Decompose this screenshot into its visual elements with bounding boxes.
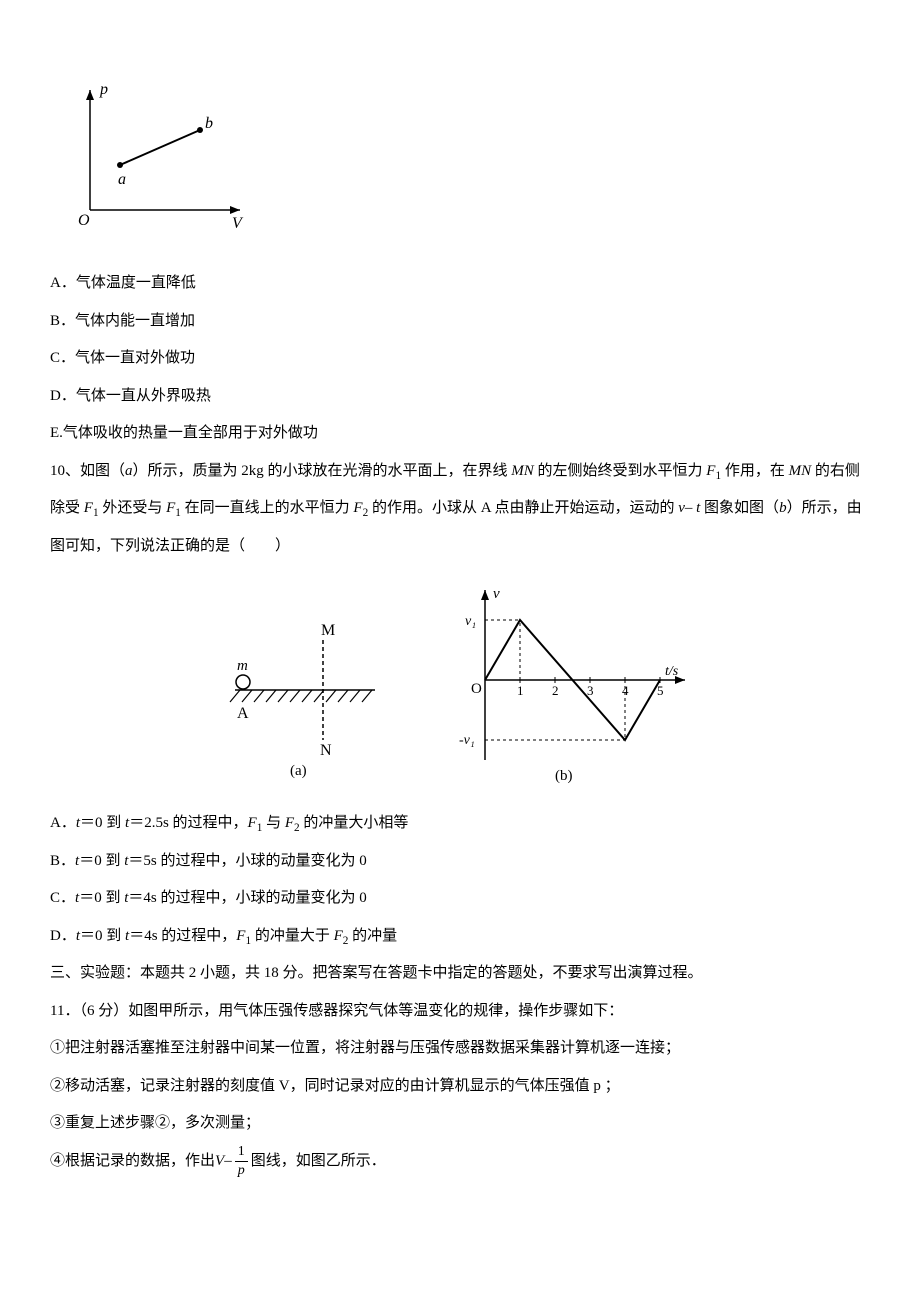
pv-chart-svg: O p V a b [50, 80, 250, 240]
q10-mn2: MN [789, 463, 812, 479]
ob-pre: B． [50, 853, 75, 869]
q10-f1b: F [84, 500, 93, 516]
q11-step1: ①把注射器活塞推至注射器中间某一位置，将注射器与压强传感器数据采集器计算机逐一连… [50, 1030, 870, 1068]
pv-point-b: b [205, 115, 213, 132]
oa-f1: F [248, 815, 257, 831]
s4-minus: – [224, 1143, 232, 1181]
q10-s3: 的左侧始终受到水平恒力 [534, 463, 707, 479]
section-3-heading: 三、实验题：本题共 2 小题，共 18 分。把答案写在答题卡中指定的答题处，不要… [50, 955, 870, 993]
s4-fraction: 1 p [235, 1143, 248, 1180]
od-pre: D． [50, 928, 76, 944]
diag-a-caption: (a) [290, 763, 307, 779]
q10-v: v [678, 500, 685, 516]
q10-s2: ）所示，质量为 2kg 的小球放在光滑的水平面上，在界线 [133, 463, 512, 479]
oc-pre: C． [50, 890, 75, 906]
oa-f2: F [285, 815, 294, 831]
q10-mn1: MN [511, 463, 534, 479]
q10-t: t [692, 500, 704, 516]
od-f2: F [334, 928, 343, 944]
q10-s7: 在同一直线上的水平恒力 [181, 500, 354, 516]
q9-option-d: D．气体一直从外界吸热 [50, 378, 870, 416]
od-end: 的冲量 [348, 928, 397, 944]
diag-b-caption: (b) [555, 768, 573, 784]
ob-eq0: ＝0 到 [79, 853, 124, 869]
s4-post: 图线，如图乙所示． [251, 1143, 386, 1181]
tick-5: 5 [657, 683, 664, 698]
origin-label: O [471, 681, 482, 697]
q10-s8: 的作用。小球从 A 点由静止开始运动，运动的 [368, 500, 678, 516]
s4-den: p [235, 1162, 248, 1180]
q10-s9: 图象如图（ [704, 500, 779, 516]
diag-a-M: M [321, 622, 335, 639]
diag-a-A: A [237, 705, 249, 722]
pv-chart: O p V a b [50, 80, 870, 245]
tick-1: 1 [517, 683, 524, 698]
v1-label: v₁ [465, 614, 476, 629]
q10-stem: 10、如图（a）所示，质量为 2kg 的小球放在光滑的水平面上，在界线 MN 的… [50, 453, 870, 566]
q10-f2: F [353, 500, 362, 516]
q10-b: b [779, 500, 787, 516]
v-axis-label: v [493, 586, 500, 602]
tick-4: 4 [622, 683, 629, 698]
tick-3: 3 [587, 683, 594, 698]
oa-end: 的冲量大小相等 [300, 815, 409, 831]
q10-diagram-b: 1 2 3 4 5 v t/s v₁ -v₁ O (b) [445, 580, 695, 790]
q11-step3: ③重复上述步骤②，多次测量； [50, 1105, 870, 1143]
q11-step4: ④根据记录的数据，作出 V – 1 p 图线，如图乙所示． [50, 1143, 870, 1181]
oa-eq0: ＝0 到 [80, 815, 125, 831]
pv-x-label: V [232, 215, 244, 232]
q10-a: a [125, 463, 133, 479]
q11-step2: ②移动活塞，记录注射器的刻度值 V，同时记录对应的由计算机显示的气体压强值 p … [50, 1068, 870, 1106]
q9-option-b: B．气体内能一直增加 [50, 303, 870, 341]
oc-eq0: ＝0 到 [79, 890, 124, 906]
q10-s4: 作用，在 [721, 463, 789, 479]
q9-option-a: A．气体温度一直降低 [50, 265, 870, 303]
od-text: ＝4s 的过程中， [129, 928, 236, 944]
diag-a-N: N [320, 742, 332, 759]
od-mid: 的冲量大于 [251, 928, 334, 944]
q10-s6: 外还受与 [99, 500, 167, 516]
q10-option-d: D．t＝0 到 t＝4s 的过程中，F1 的冲量大于 F2 的冲量 [50, 918, 870, 956]
pv-origin-label: O [78, 212, 90, 229]
s4-V: V [215, 1143, 224, 1181]
tick-2: 2 [552, 683, 559, 698]
pv-y-label: p [99, 81, 108, 98]
s4-pre: ④根据记录的数据，作出 [50, 1143, 215, 1181]
oa-text: ＝2.5s 的过程中， [129, 815, 247, 831]
oa-mid: 与 [262, 815, 285, 831]
diag-a-m: m [237, 658, 248, 674]
q10-f1c: F [166, 500, 175, 516]
pv-point-a: a [118, 171, 126, 188]
q11-stem: 11．（6 分）如图甲所示，用气体压强传感器探究气体等温变化的规律，操作步骤如下… [50, 993, 870, 1031]
q10-option-b: B．t＝0 到 t＝5s 的过程中，小球的动量变化为 0 [50, 843, 870, 881]
oa-pre: A． [50, 815, 76, 831]
od-eq0: ＝0 到 [80, 928, 125, 944]
q10-option-c: C．t＝0 到 t＝4s 的过程中，小球的动量变化为 0 [50, 880, 870, 918]
ob-text: ＝5s 的过程中，小球的动量变化为 0 [128, 853, 366, 869]
q10-diagrams: M N A m (a) 1 2 3 4 5 v t/s v₁ -v₁ O (b) [50, 580, 870, 790]
q10-option-a: A．t＝0 到 t＝2.5s 的过程中，F1 与 F2 的冲量大小相等 [50, 805, 870, 843]
q10-diagram-a: M N A m (a) [225, 590, 385, 780]
oc-text: ＝4s 的过程中，小球的动量变化为 0 [128, 890, 366, 906]
t-axis-label: t/s [665, 664, 679, 679]
q10-s1: 10、如图（ [50, 463, 125, 479]
neg-v1-label: -v₁ [459, 733, 475, 748]
s4-num: 1 [235, 1143, 248, 1162]
q9-option-e: E.气体吸收的热量一直全部用于对外做功 [50, 415, 870, 453]
q9-option-c: C．气体一直对外做功 [50, 340, 870, 378]
